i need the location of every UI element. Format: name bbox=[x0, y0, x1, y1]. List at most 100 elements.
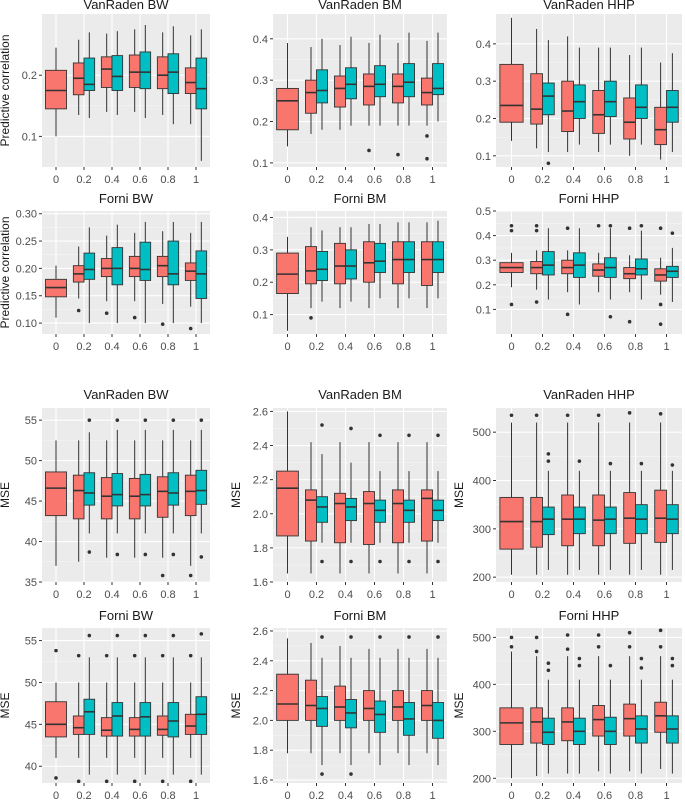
panel-background bbox=[42, 408, 210, 582]
outlier-point bbox=[596, 413, 601, 418]
outlier-point bbox=[534, 413, 539, 418]
outlier-point bbox=[320, 559, 324, 564]
box-teal bbox=[573, 459, 586, 570]
box-body bbox=[111, 702, 124, 737]
box-body bbox=[542, 506, 555, 536]
box-body bbox=[305, 489, 317, 542]
box-body bbox=[184, 713, 197, 735]
y-tick-label: 200 bbox=[473, 773, 491, 785]
box-teal bbox=[195, 418, 208, 559]
box-teal bbox=[111, 633, 124, 775]
y-tick-label: 0.25 bbox=[16, 236, 37, 248]
y-tick-label: 0.2 bbox=[253, 277, 268, 289]
y-axis-label: Predictive correlation bbox=[0, 216, 12, 328]
outlier-point bbox=[54, 648, 58, 653]
box-body bbox=[195, 250, 208, 299]
x-tick-label: 0.2 bbox=[309, 174, 324, 186]
y-tick-label: 40 bbox=[25, 537, 37, 549]
y-tick-label: 400 bbox=[473, 679, 491, 691]
outlier-point bbox=[639, 223, 644, 228]
outlier-point bbox=[407, 433, 411, 438]
y-tick-label: 0.3 bbox=[476, 255, 491, 267]
box-body bbox=[83, 698, 96, 735]
x-tick-label: 0 bbox=[53, 341, 59, 353]
outlier-point bbox=[658, 302, 663, 307]
x-tick-label: 0.8 bbox=[396, 341, 411, 353]
outlier-point bbox=[658, 226, 663, 231]
box-teal bbox=[83, 32, 96, 119]
y-tick-label: 0.10 bbox=[16, 318, 37, 330]
x-tick-label: 0.2 bbox=[309, 790, 324, 802]
x-tick-label: 0 bbox=[284, 589, 290, 601]
x-tick-label: 0.6 bbox=[132, 790, 147, 802]
outlier-point bbox=[577, 459, 582, 463]
box-red bbox=[184, 653, 197, 784]
box-red bbox=[592, 223, 605, 293]
panel-title: Forni BM bbox=[334, 191, 387, 206]
outlier-point bbox=[87, 418, 92, 422]
panel-title: VanRaden BW bbox=[83, 387, 169, 402]
box-red bbox=[276, 638, 299, 754]
outlier-point bbox=[608, 223, 613, 228]
outlier-point bbox=[546, 161, 551, 166]
outlier-point bbox=[378, 635, 382, 639]
outlier-point bbox=[76, 308, 81, 313]
outlier-point bbox=[670, 656, 675, 661]
box-red bbox=[623, 411, 636, 575]
box-teal bbox=[167, 221, 180, 324]
x-tick-label: 1 bbox=[193, 589, 199, 601]
box-teal bbox=[111, 31, 124, 115]
box-body bbox=[128, 255, 141, 278]
outlier-point bbox=[171, 633, 176, 638]
outlier-point bbox=[104, 311, 109, 316]
x-tick-label: 1 bbox=[193, 174, 199, 186]
y-tick-label: 0.3 bbox=[476, 76, 491, 88]
x-tick-label: 0.4 bbox=[104, 589, 119, 601]
x-tick-label: 0.4 bbox=[104, 790, 119, 802]
outlier-point bbox=[115, 552, 120, 557]
box-body bbox=[421, 489, 433, 542]
box-body bbox=[195, 469, 208, 505]
box-red bbox=[561, 226, 574, 317]
box-teal bbox=[542, 661, 555, 774]
y-tick-label: 2.4 bbox=[253, 656, 268, 668]
box-red bbox=[561, 633, 574, 774]
box-teal bbox=[666, 231, 679, 303]
box-red bbox=[100, 235, 113, 316]
x-tick-label: 0 bbox=[284, 174, 290, 186]
panel-11: 1.6 1.8 2.0 2.2 2.4 2.6 0 0.2 0.4 0.6 0.8 1 Forni BM… bbox=[229, 608, 447, 802]
box-body bbox=[374, 242, 386, 273]
box-body bbox=[666, 90, 679, 123]
box-body bbox=[654, 701, 667, 733]
outlier-point bbox=[670, 663, 675, 668]
box-red bbox=[654, 412, 667, 575]
outlier-point bbox=[407, 559, 411, 564]
box-body bbox=[542, 717, 555, 745]
box-red bbox=[72, 440, 85, 562]
box-teal bbox=[374, 635, 386, 766]
box-red bbox=[276, 42, 299, 147]
x-tick-label: 0.6 bbox=[597, 589, 612, 601]
box-body bbox=[316, 251, 328, 282]
panel-background bbox=[42, 14, 210, 167]
outlier-point bbox=[608, 314, 613, 319]
box-red bbox=[128, 440, 141, 558]
box-teal bbox=[83, 227, 96, 324]
box-teal bbox=[345, 227, 357, 302]
box-body bbox=[316, 69, 328, 104]
box-red bbox=[499, 635, 524, 779]
x-tick-label: 0.2 bbox=[535, 341, 550, 353]
box-body bbox=[421, 77, 433, 106]
x-tick-label: 0.8 bbox=[396, 790, 411, 802]
box-body bbox=[156, 255, 169, 278]
box-teal bbox=[139, 25, 152, 119]
box-body bbox=[167, 472, 180, 506]
panel-title: VanRaden BW bbox=[83, 0, 169, 12]
box-body bbox=[111, 55, 124, 91]
box-red bbox=[392, 442, 404, 574]
x-tick-label: 0.8 bbox=[628, 790, 643, 802]
outlier-point bbox=[596, 223, 601, 228]
box-body bbox=[276, 87, 299, 131]
y-tick-label: 2.6 bbox=[253, 406, 268, 418]
x-tick-label: 0.4 bbox=[104, 341, 119, 353]
